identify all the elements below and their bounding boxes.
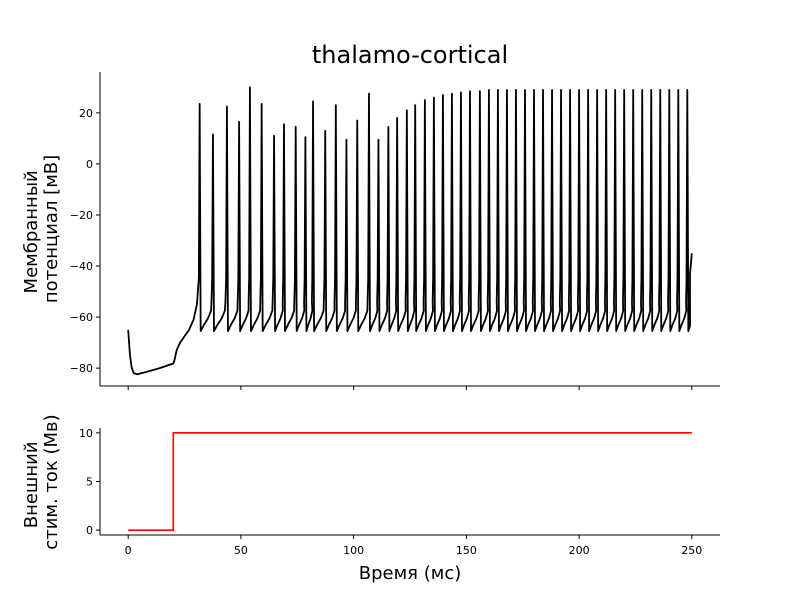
top-y-axis-label-line1: Мембранный [21, 170, 42, 293]
bottom-y-axis-label-line2: стим. ток (Мв) [41, 414, 62, 549]
bottom-xtick-label: 200 [569, 544, 590, 557]
bottom-xtick-label: 150 [456, 544, 477, 557]
top-ytick-label: 0 [86, 158, 93, 171]
top-y-axis-label: Мембранный потенциал [мВ] [21, 155, 62, 303]
x-axis-label: Время (мс) [359, 563, 462, 584]
top-y-ticks: −80 −60 −40 −20 0 20 [70, 107, 100, 375]
bottom-xtick-label: 0 [125, 544, 132, 557]
bottom-x-ticks: 0 50 100 150 200 250 [125, 535, 702, 557]
top-x-ticks [127, 386, 693, 390]
top-y-axis-label-line2: потенциал [мВ] [41, 155, 62, 303]
voltage-trace-line [127, 86, 693, 376]
top-ytick-label: 20 [79, 107, 93, 120]
bottom-y-axis-label: Внешний стим. ток (Мв) [21, 414, 62, 549]
stimulus-current-panel: 0 5 10 0 50 100 150 200 250 Внешний стим. ток (… [21, 414, 720, 584]
bottom-ytick-label: 0 [86, 524, 93, 537]
bottom-ytick-label: 5 [86, 476, 93, 489]
top-ytick-label: −80 [70, 362, 93, 375]
bottom-xtick-label: 100 [343, 544, 364, 557]
top-ytick-label: −60 [70, 311, 93, 324]
bottom-y-axis-label-line1: Внешний [21, 441, 42, 528]
bottom-xtick-label: 250 [681, 544, 702, 557]
bottom-xtick-label: 50 [234, 544, 248, 557]
bottom-ytick-label: 10 [79, 427, 93, 440]
chart-title: thalamo-cortical [312, 41, 508, 69]
membrane-potential-panel: −80 −60 −40 −20 0 20 Мембранный потенциал [мВ… [21, 72, 720, 390]
top-ytick-label: −20 [70, 209, 93, 222]
bottom-y-ticks: 0 5 10 [79, 427, 100, 537]
stimulus-current-line [128, 432, 692, 531]
stimulus-trace [128, 432, 692, 531]
top-ytick-label: −40 [70, 260, 93, 273]
